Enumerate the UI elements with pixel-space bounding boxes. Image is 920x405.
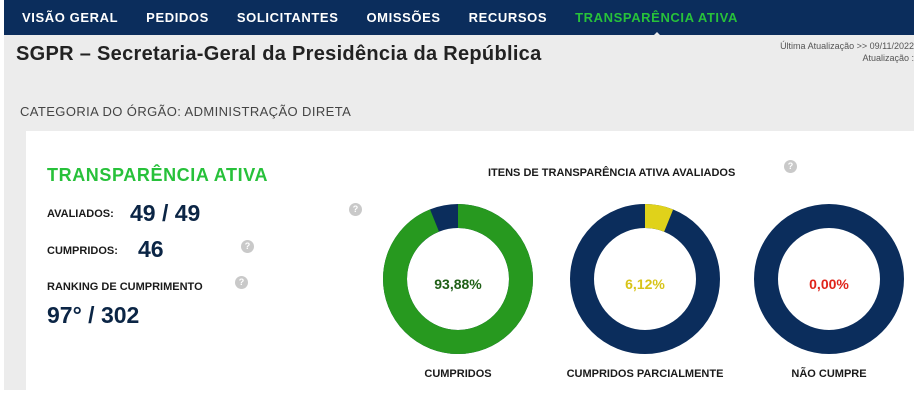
last-update-info: Última Atualização >> 09/11/2022 Atualiz… <box>780 40 914 64</box>
donut-chart-nao-cumpre <box>754 204 904 354</box>
nav-recursos[interactable]: RECURSOS <box>468 10 548 25</box>
donut-value-arc <box>570 204 720 354</box>
fulfilled-help-icon[interactable]: ? <box>241 240 254 253</box>
organ-category: CATEGORIA DO ÓRGÃO: ADMINISTRAÇÃO DIRETA <box>20 104 352 119</box>
ranking-value: 97° / 302 <box>47 302 140 328</box>
ranking-help-icon[interactable]: ? <box>235 276 248 289</box>
donut-label-cumpridos: CUMPRIDOS <box>424 368 492 380</box>
evaluated-help-icon[interactable]: ? <box>349 203 362 216</box>
chart-title: ITENS DE TRANSPARÊNCIA ATIVA AVALIADOS <box>488 167 736 179</box>
donut-percent-nao-cumpre: 0,00% <box>809 276 849 292</box>
section-title: TRANSPARÊNCIA ATIVA <box>47 165 269 185</box>
fulfilled-label: CUMPRIDOS: <box>47 245 118 257</box>
update-text: Atualização : <box>862 53 914 63</box>
donut-track <box>754 204 904 354</box>
evaluated-label: AVALIADOS: <box>47 208 114 220</box>
donut-chart-cumpridos <box>383 204 533 354</box>
top-navigation: VISÃO GERAL PEDIDOS SOLICITANTES OMISSÕE… <box>4 0 914 38</box>
donut-percent-cumpridos: 93,88% <box>434 276 482 292</box>
page-title: SGPR – Secretaria-Geral da Presidência d… <box>16 43 542 65</box>
donut-label-nao-cumpre: NÃO CUMPRE <box>791 368 867 380</box>
donut-value-arc <box>383 204 533 354</box>
nav-pedidos[interactable]: PEDIDOS <box>146 10 209 25</box>
evaluated-value: 49 / 49 <box>130 200 201 226</box>
last-update-text: Última Atualização >> 09/11/2022 <box>780 41 914 51</box>
fulfilled-value: 46 <box>138 236 164 262</box>
nav-visao-geral[interactable]: VISÃO GERAL <box>22 10 119 25</box>
nav-transparencia-ativa[interactable]: TRANSPARÊNCIA ATIVA <box>575 10 738 38</box>
nav-solicitantes[interactable]: SOLICITANTES <box>236 10 339 25</box>
nav-omissoes[interactable]: OMISSÕES <box>366 10 441 25</box>
donut-label-cumpridos-parcialmente: CUMPRIDOS PARCIALMENTE <box>566 368 724 380</box>
donut-percent-cumpridos-parcialmente: 6,12% <box>625 276 665 292</box>
donut-chart-cumpridos-parcialmente <box>570 204 720 354</box>
ranking-label: RANKING DE CUMPRIMENTO <box>47 281 203 293</box>
chart-help-icon[interactable]: ? <box>784 160 797 173</box>
